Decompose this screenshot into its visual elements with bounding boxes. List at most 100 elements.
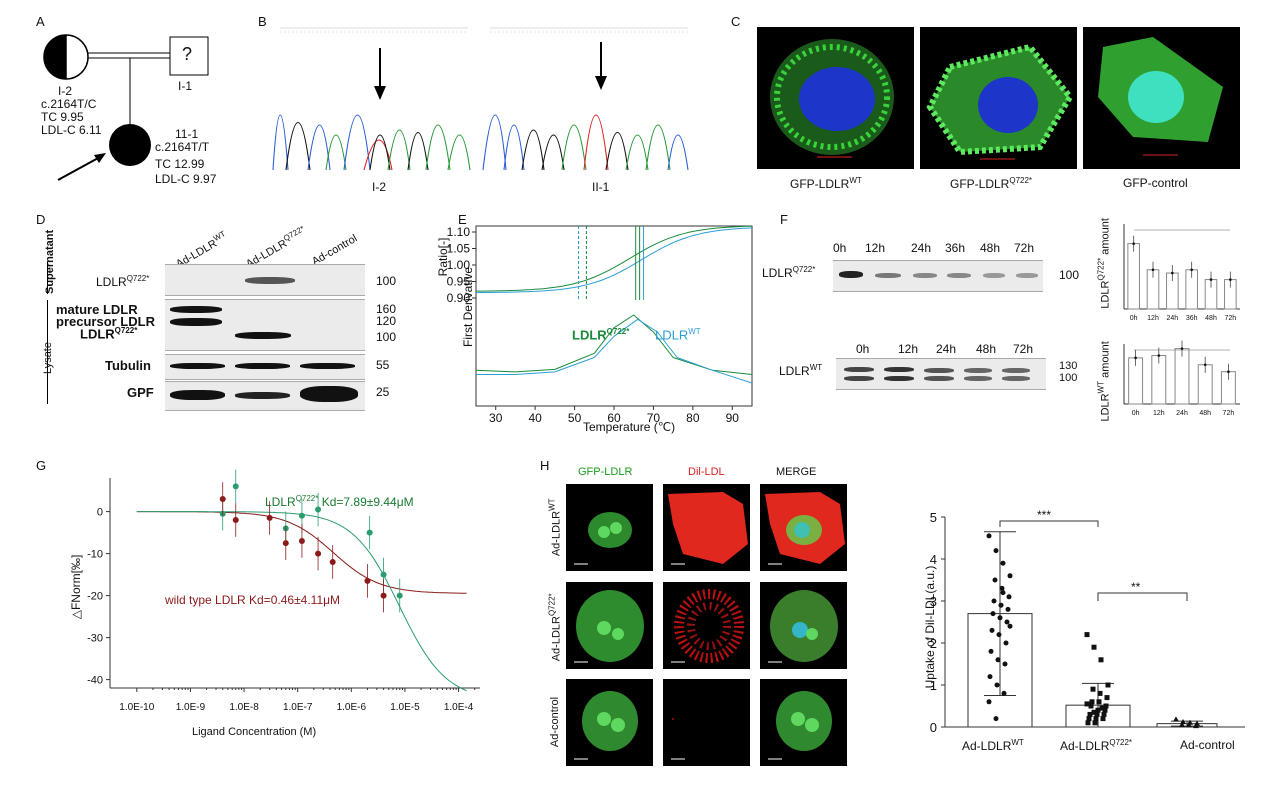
- panel-letter-a: A: [36, 14, 45, 29]
- g-y-tick-label: -20: [87, 591, 103, 603]
- h-point: [1000, 560, 1006, 566]
- h-row-label-q722: Ad-LDLRQ722*: [547, 593, 563, 662]
- g-point-wt: [364, 577, 371, 584]
- h-point: [1179, 721, 1185, 727]
- f-bot-x-label: 12h: [1153, 410, 1165, 417]
- h-row-label-control: Ad-control: [549, 696, 561, 748]
- e-y-tick-label: 1.05: [447, 242, 471, 256]
- proband-tc: TC 12.99: [155, 157, 205, 171]
- e-y-tick-label: 1.00: [447, 258, 471, 272]
- g-point-wt: [232, 517, 239, 523]
- h-point: [1091, 709, 1097, 715]
- h-img-wt-gfp: [566, 484, 653, 571]
- e-xlabel: Temperature (℃): [583, 420, 676, 434]
- h-y-tick-label: 2: [930, 636, 937, 651]
- f-top-point: [1171, 271, 1174, 275]
- e-x-tick-label: 30: [489, 411, 503, 425]
- g-point-wt: [315, 550, 322, 557]
- mw-25: 25: [376, 385, 390, 399]
- micrograph-gfp-control: [1083, 27, 1240, 169]
- g-point-q722: [396, 592, 403, 599]
- e-y-tick-label: 0.90: [447, 291, 471, 305]
- f-top-x-label: 24h: [1166, 315, 1178, 322]
- e-ratio-line-q722: [476, 225, 753, 292]
- h-sig-1: ***: [1037, 508, 1052, 522]
- g-point-wt: [282, 540, 289, 547]
- h-point: [1103, 703, 1109, 709]
- mw-55: 55: [376, 358, 390, 372]
- h-point: [1100, 716, 1106, 722]
- g-point-wt: [380, 592, 387, 599]
- panel-letter-b: B: [258, 14, 267, 29]
- h-point: [1096, 699, 1102, 705]
- f-bot-x-label: 72h: [1223, 410, 1235, 417]
- e-x-tick-label: 50: [568, 411, 582, 425]
- h-y-tick-label: 3: [930, 594, 937, 609]
- h-point: [1002, 661, 1008, 667]
- g-point-wt: [219, 496, 226, 502]
- h-point: [1186, 722, 1192, 728]
- chart-dil-ldl-uptake: 0 1 2 3 4 5: [930, 510, 1245, 735]
- f-bar-bot-ylabel: LDLRWT amount: [1096, 341, 1112, 422]
- father-question: ?: [182, 44, 193, 64]
- h-col-merge: MERGE: [776, 466, 817, 478]
- f-bar-chart-bottom: 0h 12h 24h 48h 72h: [1123, 340, 1240, 417]
- g-point-q722: [315, 506, 322, 513]
- blot-lysate-ldlr: [165, 299, 365, 351]
- h-point: [995, 657, 1001, 663]
- chromatogram-label-right: II-1: [592, 180, 610, 194]
- f-top-x-label: 48h: [1205, 315, 1217, 322]
- micrograph-caption-2: GFP-LDLRQ722*: [950, 176, 1033, 191]
- e-ylabel: First Derivative: [461, 267, 475, 348]
- h-point: [998, 602, 1004, 608]
- h-point: [991, 598, 997, 604]
- f-mw-130: 130: [1059, 360, 1078, 372]
- mother-symbol: [43, 34, 89, 80]
- h-point: [1102, 707, 1108, 713]
- h-y-tick-label: 1: [930, 678, 937, 693]
- chromatogram-label-left: I-2: [372, 180, 387, 194]
- g-x-tick-label: 1.0E-9: [176, 702, 206, 713]
- h-point: [986, 533, 992, 539]
- h-xcat-3: Ad-control: [1180, 738, 1235, 752]
- f-mw-top: 100: [1059, 268, 1080, 282]
- g-x-tick-label: 1.0E-7: [283, 702, 313, 713]
- h-point: [992, 577, 998, 583]
- f-top-bar: [1127, 243, 1140, 310]
- mw-100-lysate: 100: [376, 330, 397, 344]
- e-plot-frame: [475, 225, 753, 407]
- panel-letter-h: H: [540, 458, 550, 473]
- h-point: [1088, 703, 1094, 709]
- chart-first-derivative: 30 40 50 60 70 80 90 0.90 0.95 1.00 1.05 1.10: [447, 225, 753, 425]
- g-y-tick-label: -30: [87, 633, 103, 645]
- f-top-x-label: 0h: [1130, 315, 1138, 322]
- lysate-label: Lysate: [42, 342, 54, 375]
- h-sig-bracket-2: [1097, 592, 1188, 601]
- h-y-tick-label: 0: [930, 720, 937, 735]
- h-point: [988, 648, 994, 654]
- f-bot-bar: [1174, 348, 1190, 405]
- h-img-wt-dil: [663, 484, 750, 571]
- h-point: [1003, 640, 1009, 646]
- h-point: [1091, 644, 1097, 650]
- father-id: I-1: [178, 79, 193, 93]
- panel-letter-c: C: [731, 14, 741, 29]
- e-series-q722: [475, 314, 753, 375]
- g-y-tick-label: -40: [87, 675, 103, 687]
- g-x-tick-label: 1.0E-5: [390, 702, 420, 713]
- h-point: [1104, 695, 1110, 701]
- mother-ldlc: LDL-C 6.11: [41, 123, 102, 137]
- f-bot-x-label: 0h: [1132, 410, 1140, 417]
- g-xlabel: Ligand Concentration (M): [192, 726, 317, 738]
- supernatant-label: Supernatant: [44, 229, 56, 294]
- h-xcat-2: Ad-LDLRQ722*: [1060, 738, 1133, 753]
- panel-letter-f: F: [780, 212, 788, 227]
- row-label-mature: mature LDLR: [56, 302, 138, 317]
- h-point: [993, 548, 999, 554]
- blot-gpf: [165, 381, 365, 411]
- row-label-ldlr-q722-lysate: LDLRQ722*: [80, 326, 138, 342]
- h-point: [1105, 682, 1111, 688]
- g-x-tick-label: 1.0E-6: [337, 702, 367, 713]
- h-img-control-merge: [760, 679, 847, 766]
- f-bot-point: [1203, 363, 1207, 367]
